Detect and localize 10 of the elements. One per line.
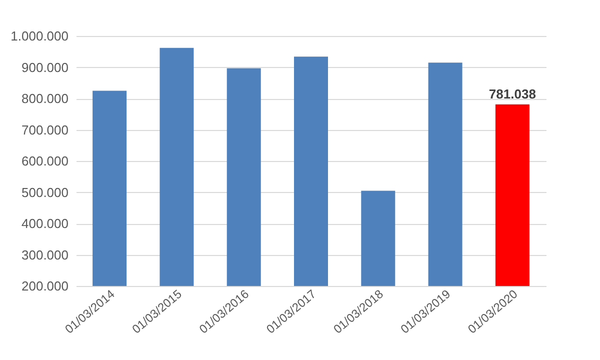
y-tick-label: 500.000 <box>22 184 68 200</box>
y-tick-label: 800.000 <box>22 91 68 106</box>
y-tick-label: 400.000 <box>22 216 68 231</box>
y-tick-label: 200.000 <box>22 278 68 294</box>
y-tick-label: 600.000 <box>22 154 68 168</box>
y-tick-label: 700.000 <box>22 122 68 138</box>
data-label: 781.038 <box>488 86 536 102</box>
y-tick-label: 1.000.000 <box>10 28 68 44</box>
y-tick-label: 900.000 <box>22 60 68 75</box>
y-tick-label: 300.000 <box>22 247 68 262</box>
